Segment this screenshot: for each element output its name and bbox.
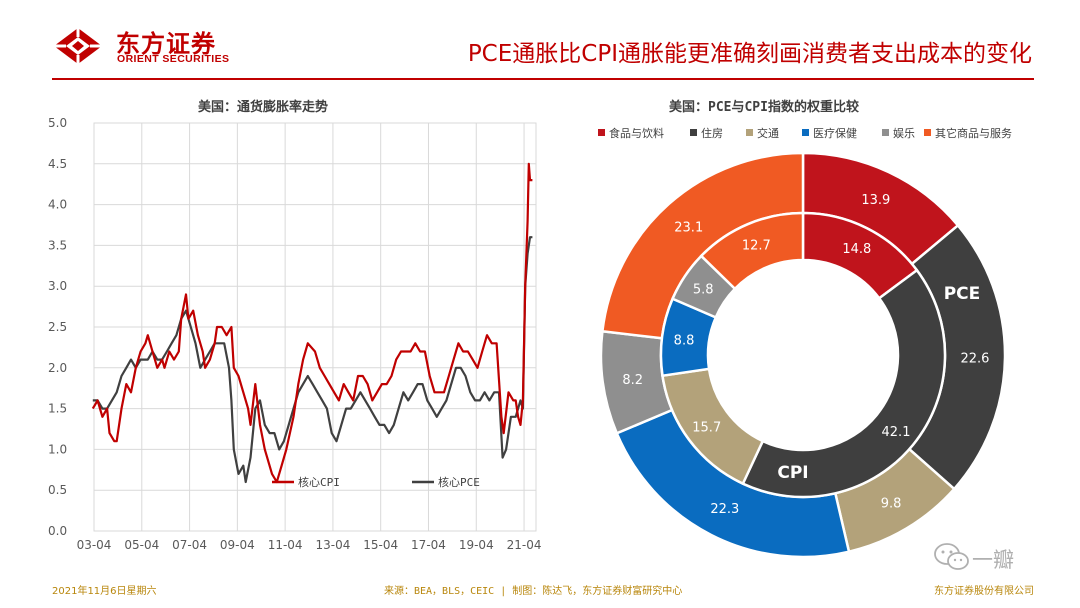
logo-english-text: ORIENT SECURITIES	[117, 53, 230, 65]
y-tick-label: 4.0	[48, 198, 67, 212]
inflation-line-chart: 0.0 0.5 1.0 1.5 2.0 2.5 3.0 3.5 4.0 4.5 5.0 03-04 05…	[48, 116, 541, 552]
footer-date: 2021年11月6日星期六	[52, 586, 157, 597]
x-tick-label: 05-04	[124, 538, 159, 552]
logo-chinese-text: 东方证券	[116, 30, 216, 58]
y-tick-label: 0.0	[48, 524, 67, 538]
legend-swatch	[882, 129, 889, 136]
y-tick-label: 1.5	[48, 402, 67, 416]
x-tick-label: 15-04	[363, 538, 398, 552]
legend-swatch	[746, 129, 753, 136]
donut-slice	[699, 211, 805, 291]
legend-swatch	[924, 129, 931, 136]
y-tick-label: 3.5	[48, 238, 67, 252]
x-tick-label: 07-04	[172, 538, 207, 552]
data-label: 14.8	[842, 242, 871, 257]
header-divider	[52, 78, 1034, 80]
legend-label: 核心CPI	[298, 475, 340, 489]
data-label: 8.8	[674, 333, 695, 348]
legend-swatch	[690, 129, 697, 136]
y-tick-label: 0.5	[48, 483, 67, 497]
x-tick-label: 13-04	[315, 538, 350, 552]
wechat-icon	[934, 543, 969, 570]
legend-label: 娱乐	[893, 126, 915, 140]
logo-diamond-icon	[54, 28, 102, 64]
legend-label: 交通	[757, 126, 779, 140]
footer-source: 来源：BEA，BLS，CEIC | 制图：陈达飞，东方证券财富研究中心	[384, 586, 683, 597]
data-label: 5.8	[693, 282, 714, 297]
y-tick-label: 2.0	[48, 361, 67, 375]
x-tick-label: 09-04	[220, 538, 255, 552]
ring-name-label: PCE	[944, 284, 981, 304]
legend-swatch	[598, 129, 605, 136]
y-tick-label: 3.0	[48, 279, 67, 293]
data-label: 22.6	[961, 351, 990, 366]
y-tick-label: 2.5	[48, 320, 67, 334]
x-tick-label: 03-04	[77, 538, 112, 552]
y-tick-label: 1.0	[48, 442, 67, 456]
watermark-text: 一瓣	[972, 548, 1014, 572]
donut-chart-title: 美国：PCE与CPI指数的权重比较	[669, 100, 859, 115]
data-label: 23.1	[674, 220, 703, 235]
data-label: 9.8	[881, 497, 902, 512]
page-headline: PCE通胀比CPI通胀能更准确刻画消费者支出成本的变化	[467, 41, 1032, 67]
weight-donut-chart: 13.9 22.6 9.8 22.3 8.2 23.1 14.8 42.1 15.7 8.8 5.8…	[599, 151, 1007, 559]
x-tick-label: 11-04	[268, 538, 303, 552]
legend-label: 食品与饮料	[609, 126, 664, 140]
donut-legend: 食品与饮料 住房 交通 医疗保健 娱乐 其它商品与服务	[598, 126, 1012, 140]
footer-company: 东方证券股份有限公司	[934, 586, 1034, 597]
data-label: 42.1	[882, 425, 911, 440]
data-label: 13.9	[861, 193, 890, 208]
series-line	[92, 236, 533, 484]
x-tick-label: 19-04	[459, 538, 494, 552]
y-tick-label: 4.5	[48, 157, 67, 171]
data-label: 12.7	[742, 238, 771, 253]
line-chart-title: 美国：通货膨胀率走势	[198, 100, 329, 115]
data-label: 8.2	[622, 373, 643, 388]
legend-label: 其它商品与服务	[935, 126, 1012, 140]
company-logo	[54, 28, 102, 64]
ring-name-label: CPI	[777, 463, 808, 483]
legend-label: 医疗保健	[813, 126, 857, 140]
y-tick-label: 5.0	[48, 116, 67, 130]
legend-label: 住房	[701, 126, 723, 140]
x-tick-label: 21-04	[507, 538, 542, 552]
x-tick-label: 17-04	[411, 538, 446, 552]
donut-slice	[741, 268, 947, 499]
legend-swatch	[802, 129, 809, 136]
legend-label: 核心PCE	[438, 475, 480, 489]
data-label: 22.3	[710, 502, 739, 517]
series-line	[91, 162, 533, 484]
data-label: 15.7	[692, 421, 721, 436]
